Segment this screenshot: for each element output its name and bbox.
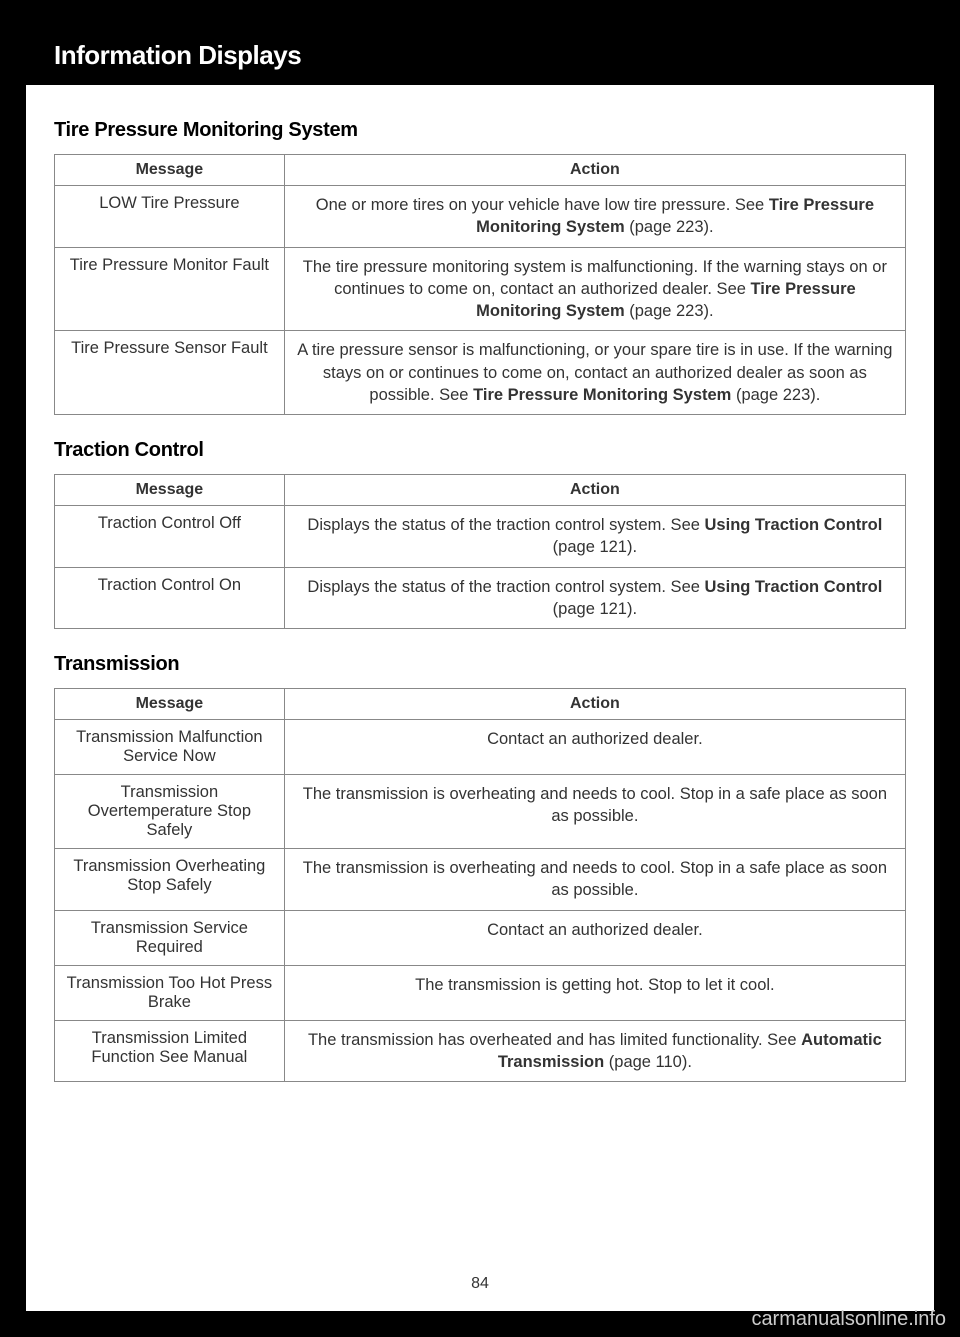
page-frame: Information Displays Tire Pressure Monit…: [24, 24, 936, 1313]
table-header-cell: Action: [284, 689, 905, 720]
table-row: Tire Pressure Monitor FaultThe tire pres…: [55, 247, 906, 331]
action-text: Displays the status of the traction cont…: [307, 516, 704, 534]
action-text: (page 223).: [625, 302, 714, 320]
message-cell: Transmission Service Required: [55, 910, 285, 965]
message-cell: Transmission Overheating Stop Safely: [55, 849, 285, 911]
sections-container: Tire Pressure Monitoring SystemMessageAc…: [54, 119, 906, 1082]
message-cell: Transmission Malfunction Service Now: [55, 720, 285, 775]
action-cell: Contact an authorized dealer.: [284, 720, 905, 775]
section-title: Traction Control: [54, 439, 906, 462]
action-text: Contact an authorized dealer.: [487, 730, 703, 748]
table-header-cell: Message: [55, 689, 285, 720]
action-text: Contact an authorized dealer.: [487, 921, 703, 939]
table-header-cell: Action: [284, 475, 905, 506]
table-row: Transmission Overheating Stop Safely The …: [55, 849, 906, 911]
message-cell: Traction Control On: [55, 567, 285, 629]
table-row: Transmission Overtemperature Stop Safely…: [55, 775, 906, 849]
message-cell: Traction Control Off: [55, 506, 285, 568]
table-row: Transmission Malfunction Service Now Cont…: [55, 720, 906, 775]
message-cell: Transmission Limited Function See Manual: [55, 1020, 285, 1082]
watermark: carmanualsonline.info: [751, 1308, 946, 1331]
action-text: One or more tires on your vehicle have l…: [316, 196, 769, 214]
action-cell: Contact an authorized dealer.: [284, 910, 905, 965]
action-text: The transmission is overheating and need…: [303, 859, 887, 899]
action-text: (page 121).: [553, 538, 637, 556]
action-cell: One or more tires on your vehicle have l…: [284, 186, 905, 248]
action-text: (page 223).: [731, 386, 820, 404]
page-number: 84: [26, 1275, 934, 1293]
page-header: Information Displays: [26, 26, 934, 85]
message-cell: Tire Pressure Sensor Fault: [55, 331, 285, 415]
action-cell: A tire pressure sensor is malfunctioning…: [284, 331, 905, 415]
table-row: Traction Control On Displays the status o…: [55, 567, 906, 629]
message-cell: Tire Pressure Monitor Fault: [55, 247, 285, 331]
action-text: Displays the status of the traction cont…: [307, 578, 704, 596]
action-cell: Displays the status of the traction cont…: [284, 506, 905, 568]
message-cell: Transmission Too Hot Press Brake: [55, 965, 285, 1020]
action-cell: The transmission is getting hot. Stop to…: [284, 965, 905, 1020]
action-text: (page 110).: [604, 1053, 692, 1071]
table-row: Tire Pressure Sensor FaultA tire pressur…: [55, 331, 906, 415]
action-reference: Using Traction Control: [705, 516, 883, 534]
table-row: LOW Tire Pressure One or more tires on yo…: [55, 186, 906, 248]
action-text: The transmission is getting hot. Stop to…: [415, 976, 775, 994]
message-action-table: MessageActionTransmission Malfunction Se…: [54, 688, 906, 1082]
action-cell: The transmission has overheated and has …: [284, 1020, 905, 1082]
section-title: Tire Pressure Monitoring System: [54, 119, 906, 142]
action-text: (page 121).: [553, 600, 637, 618]
message-cell: LOW Tire Pressure: [55, 186, 285, 248]
page-content: Tire Pressure Monitoring SystemMessageAc…: [26, 85, 934, 1126]
action-text: The transmission has overheated and has …: [308, 1031, 801, 1049]
action-reference: Using Traction Control: [705, 578, 883, 596]
action-reference: Tire Pressure Monitoring System: [473, 386, 731, 404]
action-cell: Displays the status of the traction cont…: [284, 567, 905, 629]
table-header-cell: Message: [55, 155, 285, 186]
table-row: Transmission Service Required Contact an …: [55, 910, 906, 965]
page-header-title: Information Displays: [54, 40, 301, 70]
message-cell: Transmission Overtemperature Stop Safely: [55, 775, 285, 849]
action-text: The transmission is overheating and need…: [303, 785, 887, 825]
table-header-cell: Action: [284, 155, 905, 186]
message-action-table: MessageActionLOW Tire Pressure One or mor…: [54, 154, 906, 415]
action-cell: The transmission is overheating and need…: [284, 775, 905, 849]
action-cell: The tire pressure monitoring system is m…: [284, 247, 905, 331]
message-action-table: MessageActionTraction Control Off Display…: [54, 474, 906, 629]
table-row: Transmission Too Hot Press Brake The tran…: [55, 965, 906, 1020]
table-row: Traction Control Off Displays the status …: [55, 506, 906, 568]
action-text: (page 223).: [625, 218, 714, 236]
table-row: Transmission Limited Function See Manual…: [55, 1020, 906, 1082]
table-header-cell: Message: [55, 475, 285, 506]
section-title: Transmission: [54, 653, 906, 676]
action-cell: The transmission is overheating and need…: [284, 849, 905, 911]
